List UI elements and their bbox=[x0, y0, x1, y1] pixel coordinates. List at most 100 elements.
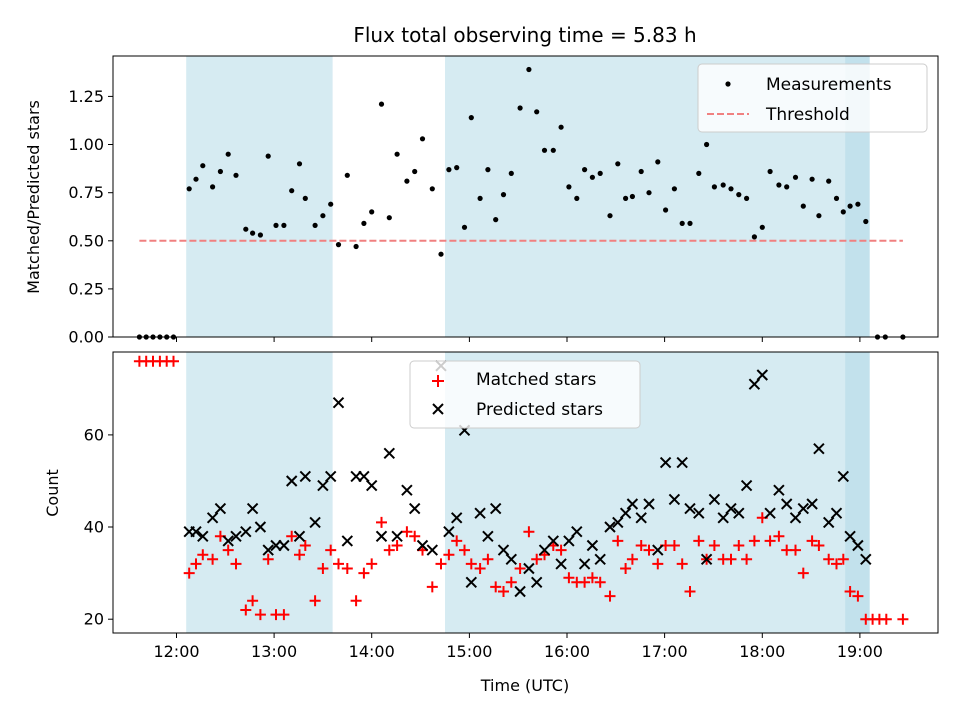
measurements-point bbox=[386, 215, 392, 221]
matched-stars-point bbox=[652, 558, 664, 570]
count-y-tick-label: 20 bbox=[84, 610, 104, 629]
matched-stars-point bbox=[498, 586, 509, 597]
predicted-stars-point bbox=[733, 507, 745, 519]
matched-stars-point bbox=[383, 544, 395, 556]
matched-stars-point bbox=[880, 613, 892, 625]
measurements-point bbox=[273, 222, 279, 228]
matched-stars-point bbox=[401, 526, 413, 538]
predicted-stars-point bbox=[700, 553, 713, 566]
measurements-point bbox=[638, 168, 644, 175]
measurements-point bbox=[833, 195, 840, 201]
predicted-stars-point bbox=[643, 498, 655, 510]
predicted-stars-point bbox=[604, 521, 616, 533]
matched-stars-point bbox=[579, 576, 591, 588]
ratio-y-tick-label: 0.75 bbox=[68, 183, 104, 202]
ratio-y-tick-label: 0.50 bbox=[68, 231, 104, 250]
matched-stars-point bbox=[341, 563, 353, 574]
matched-stars-point bbox=[620, 563, 632, 574]
legend-matched-marker bbox=[432, 375, 444, 387]
matched-stars-point bbox=[676, 558, 688, 570]
measurements-point bbox=[736, 192, 742, 198]
predicted-stars-point bbox=[756, 369, 769, 381]
predicted-stars-point bbox=[365, 479, 378, 492]
count-x-tick-label: 12:00 bbox=[153, 642, 199, 661]
matched-stars-point bbox=[222, 544, 234, 556]
measurements-point bbox=[679, 220, 685, 226]
measurements-point bbox=[438, 251, 444, 257]
measurements-point bbox=[704, 141, 710, 148]
measurements-point bbox=[629, 193, 636, 200]
ratio-y-axis: 0.00 0.25 0.50 0.75 1.00 1.25 bbox=[68, 87, 113, 347]
measurements-point bbox=[500, 192, 507, 198]
legend-measurements-marker bbox=[725, 81, 731, 87]
ratio-series bbox=[136, 66, 906, 340]
measurements-point bbox=[711, 184, 718, 190]
measurements-point bbox=[671, 186, 678, 192]
measurements-point bbox=[419, 136, 426, 142]
matched-stars-point bbox=[531, 553, 543, 565]
measurements-point bbox=[784, 184, 790, 190]
predicted-stars-point bbox=[717, 512, 729, 524]
matched-stars-point bbox=[465, 558, 477, 570]
predicted-stars-point bbox=[789, 512, 802, 524]
count-x-tick-label: 18:00 bbox=[739, 642, 785, 661]
measurements-point bbox=[312, 222, 318, 228]
matched-stars-point bbox=[350, 595, 362, 607]
measurements-point bbox=[404, 178, 410, 184]
matched-stars-point bbox=[741, 553, 753, 565]
matched-stars-point bbox=[317, 563, 329, 574]
matched-stars-point bbox=[563, 572, 575, 584]
measurements-point bbox=[257, 232, 263, 238]
count-x-tick-label: 17:00 bbox=[642, 642, 688, 661]
measurements-point bbox=[759, 224, 765, 230]
predicted-stars-point bbox=[497, 544, 510, 556]
measurements-point bbox=[558, 124, 564, 130]
measurements-point bbox=[615, 161, 621, 167]
predicted-stars-point bbox=[740, 479, 753, 492]
matched-stars-point bbox=[643, 544, 655, 556]
measurements-point bbox=[534, 109, 540, 115]
measurements-point bbox=[826, 178, 832, 184]
matched-stars-point bbox=[247, 595, 259, 607]
predicted-stars-point bbox=[586, 539, 599, 552]
matched-stars-point bbox=[168, 355, 179, 367]
measurements-point bbox=[296, 161, 303, 167]
measurements-point bbox=[412, 168, 418, 175]
ratio-panel: 0.00 0.25 0.50 0.75 1.00 1.25 Matched/Predict… bbox=[24, 55, 939, 347]
count-legend-box bbox=[409, 360, 641, 429]
count-x-tick-label: 15:00 bbox=[446, 642, 492, 661]
matched-stars-point bbox=[764, 535, 776, 547]
matched-stars-point bbox=[299, 540, 311, 551]
matched-stars-point bbox=[451, 535, 463, 547]
matched-stars-point bbox=[797, 567, 809, 579]
predicted-stars-point bbox=[555, 558, 567, 570]
matched-stars-point bbox=[555, 544, 567, 556]
count-x-tick-label: 14:00 bbox=[349, 642, 395, 661]
predicted-stars-point bbox=[230, 530, 242, 543]
matched-stars-point bbox=[708, 540, 720, 551]
predicted-stars-point bbox=[635, 512, 647, 524]
matched-stars-point bbox=[612, 535, 624, 547]
measurements-point bbox=[728, 186, 734, 192]
predicted-stars-point bbox=[806, 498, 818, 510]
ratio-x-axis bbox=[176, 337, 861, 342]
measurements-point bbox=[720, 182, 726, 188]
predicted-stars-point bbox=[426, 544, 439, 556]
predicted-stars-point bbox=[571, 525, 583, 538]
measurements-point bbox=[493, 217, 499, 223]
measurements-point bbox=[696, 170, 702, 176]
measurements-point bbox=[623, 195, 629, 201]
predicted-stars-point bbox=[317, 479, 329, 492]
predicted-stars-point bbox=[358, 470, 370, 483]
matched-stars-point bbox=[505, 576, 517, 588]
measurements-point bbox=[335, 242, 342, 248]
measurements-point bbox=[541, 147, 548, 153]
matched-stars-point bbox=[693, 535, 705, 547]
measurements-point bbox=[855, 201, 861, 207]
matched-stars-point bbox=[725, 553, 737, 565]
predicted-stars-point bbox=[523, 562, 535, 575]
measurements-point bbox=[394, 151, 400, 157]
matched-stars-point bbox=[490, 581, 502, 593]
predicted-stars-point bbox=[530, 576, 543, 589]
measurements-point bbox=[840, 209, 846, 215]
